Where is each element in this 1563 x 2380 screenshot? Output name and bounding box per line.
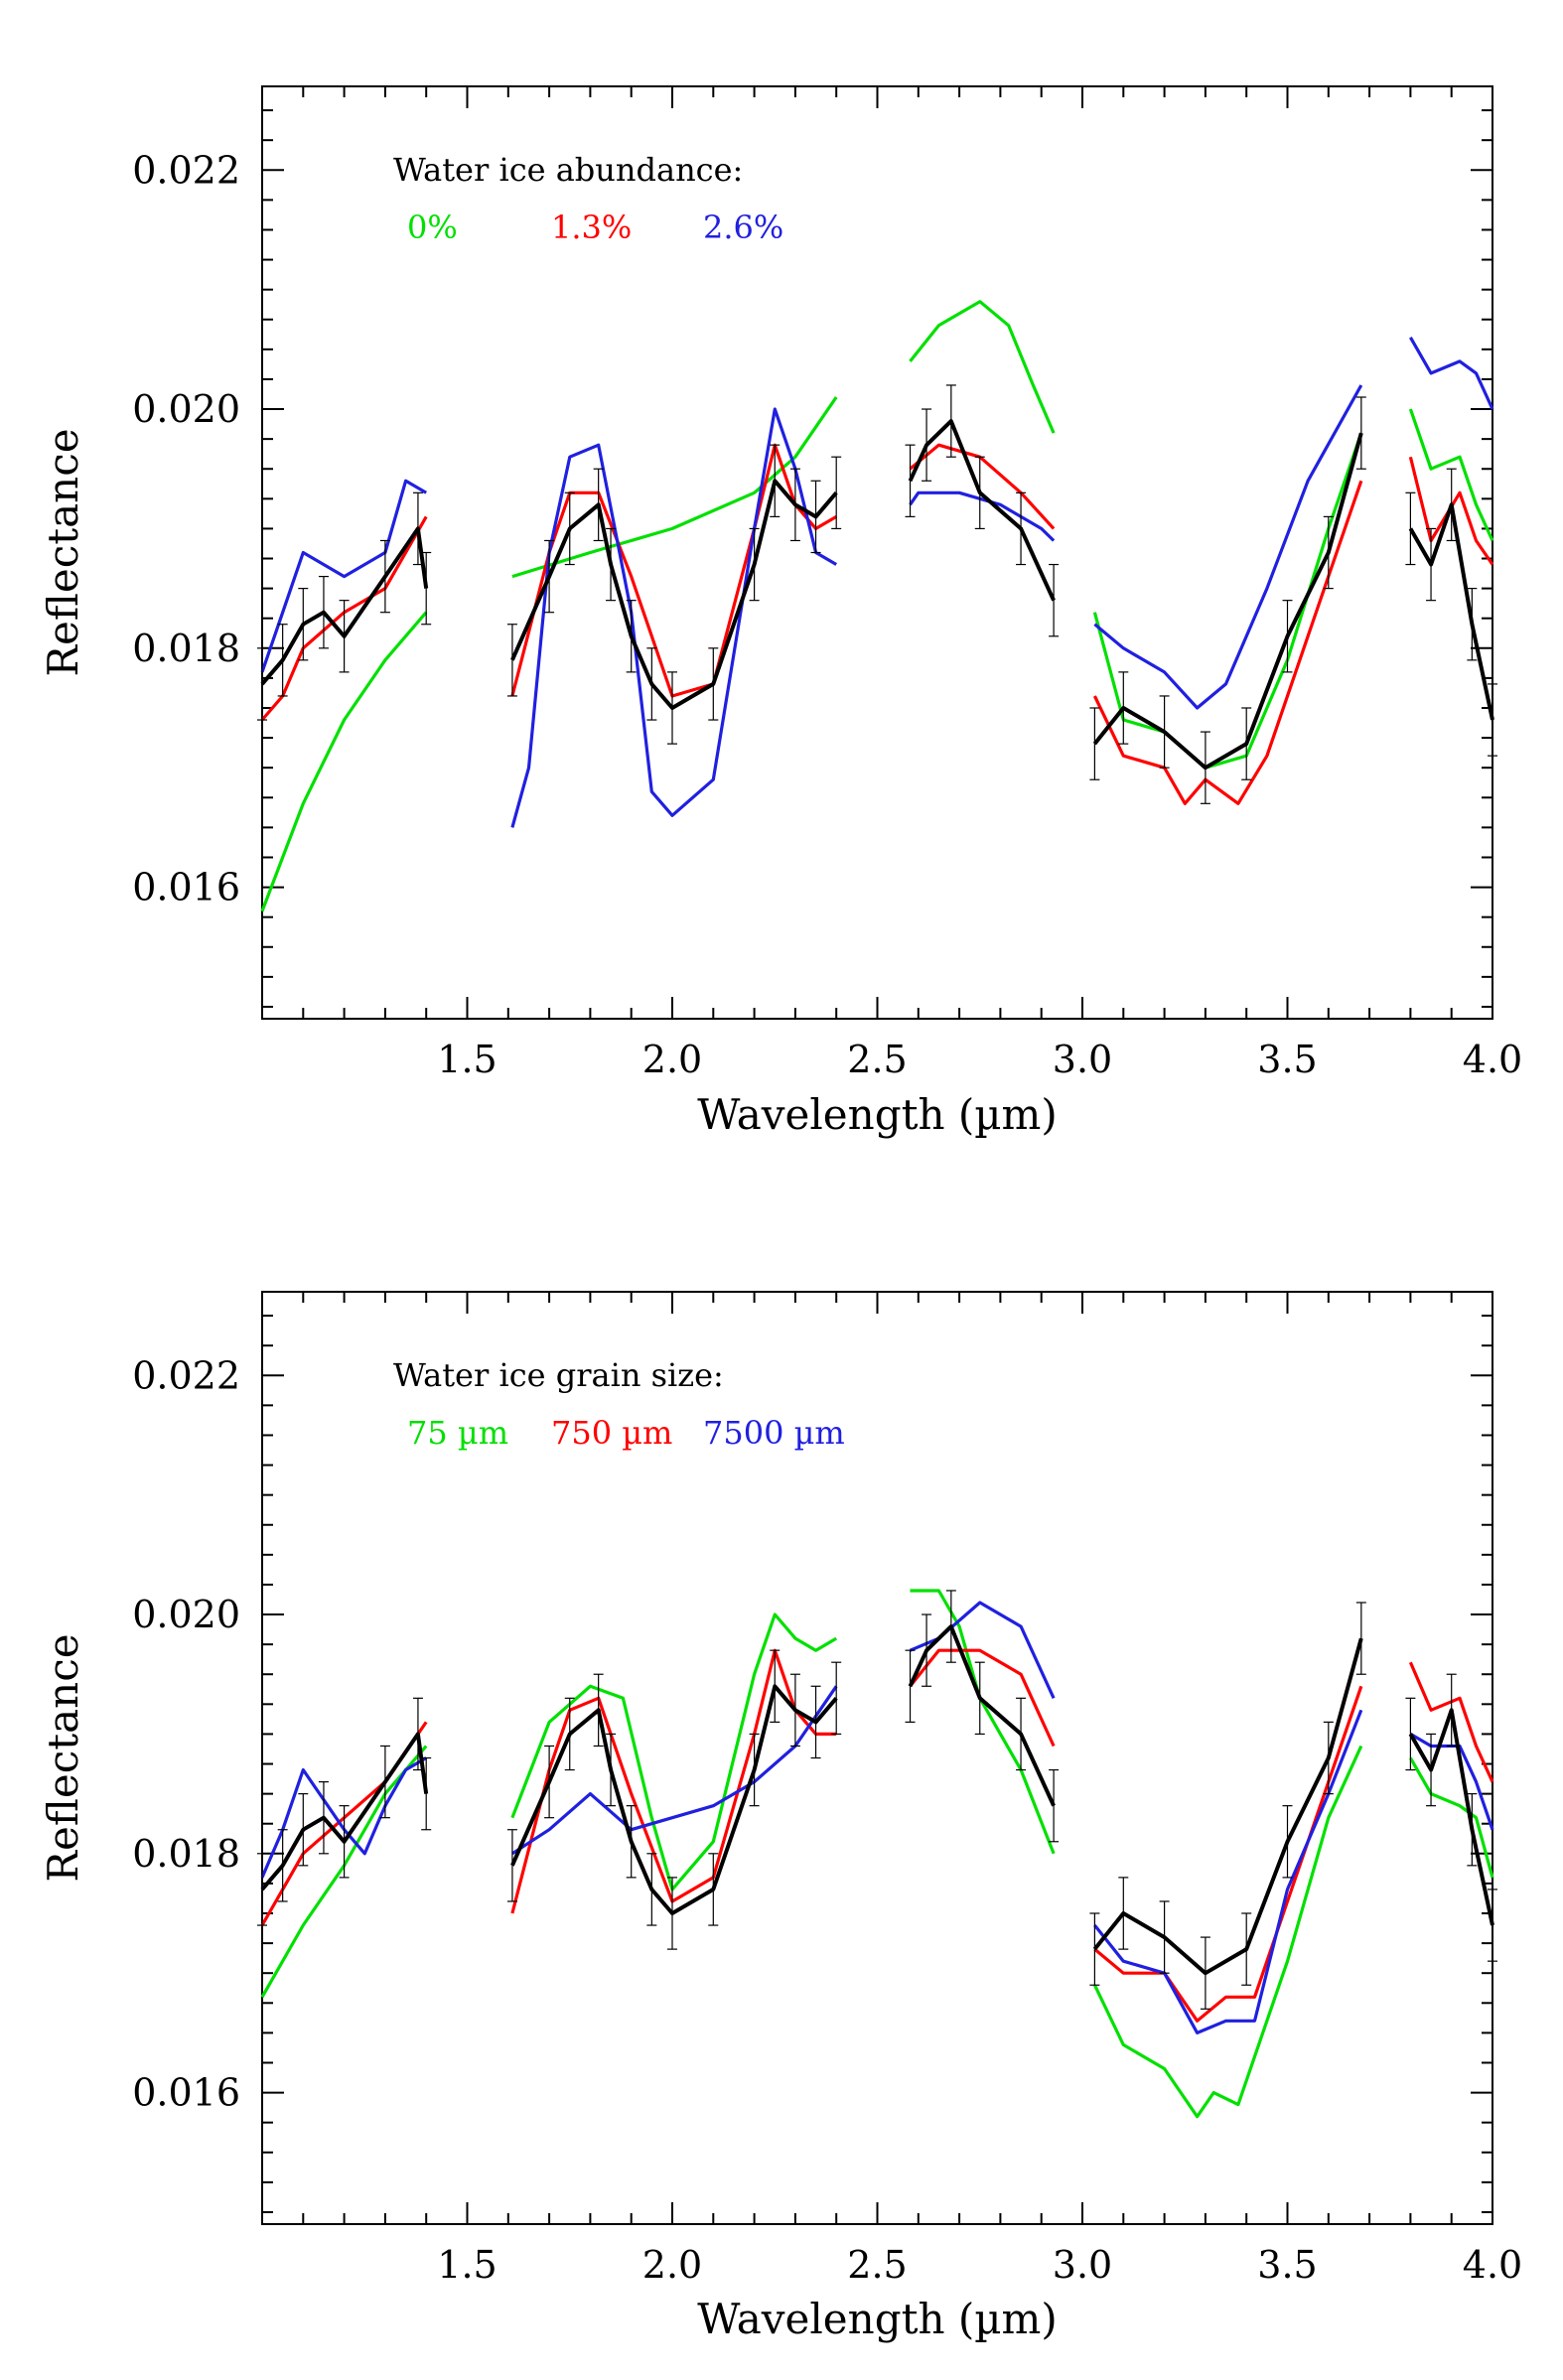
x-axis-label: Wavelength (µm) (697, 2295, 1058, 2343)
series-line (909, 300, 1056, 434)
series-line (1409, 1756, 1494, 1879)
series-line (260, 611, 428, 912)
series-1-3- (260, 443, 1494, 805)
series-line (260, 526, 429, 686)
series-2-6- (260, 337, 1494, 828)
series-line (1409, 337, 1494, 410)
legend-title: Water ice abundance: (393, 151, 743, 189)
series-line (1408, 456, 1494, 566)
series-line (510, 443, 838, 698)
series-line (1408, 408, 1494, 542)
series-line (1092, 1745, 1363, 2119)
chart-panel-1: 1.5 2.0 2.5 3.0 3.5 4.0 0.016 0.018 0.020 0.022 Wa… (39, 85, 1522, 1139)
x-tick-label: 1.5 (437, 1038, 497, 1081)
x-tick-label: 2.5 (847, 1038, 907, 1081)
x-tick-label: 2.0 (642, 1038, 702, 1081)
y-tick-label: 0.022 (132, 1353, 240, 1397)
series-line (1092, 432, 1363, 770)
x-tick-label: 3.0 (1053, 1038, 1112, 1081)
x-tick-label: 2.5 (847, 2243, 907, 2287)
series-line (909, 490, 1056, 542)
series-line (510, 1612, 838, 1891)
series-line (260, 1756, 428, 1879)
y-tick-label: 0.016 (132, 866, 240, 910)
legend-title: Water ice grain size: (393, 1356, 724, 1394)
x-tick-label: 3.0 (1053, 2243, 1112, 2287)
x-axis-label: Wavelength (µm) (697, 1090, 1058, 1139)
series-line (511, 396, 838, 579)
series-line (1093, 1709, 1363, 2034)
y-tick-label: 0.020 (132, 1593, 240, 1636)
y-tick-label: 0.020 (132, 387, 240, 431)
y-tick-label: 0.018 (132, 627, 240, 670)
series-data (257, 1590, 1497, 2010)
legend-entry: 0% (407, 209, 458, 246)
series-line (510, 479, 838, 710)
x-tick-label: 3.5 (1257, 1038, 1317, 1081)
series-750-m (260, 1648, 1494, 2023)
series-line (1408, 1661, 1494, 1783)
series-0- (260, 300, 1494, 912)
y-axis-label: Reflectance (39, 1633, 87, 1882)
series-line (1092, 1637, 1363, 1976)
series-line (1092, 432, 1363, 770)
series-line (1093, 1685, 1363, 2023)
series-line (1093, 384, 1363, 710)
series-line (510, 407, 838, 828)
x-tick-label: 3.5 (1257, 2243, 1317, 2287)
legend-entry: 1.3% (551, 209, 632, 246)
series-line (1409, 1733, 1494, 1831)
legend-entry: 75 µm (407, 1414, 508, 1452)
series-line (510, 1648, 837, 1914)
series-data (257, 384, 1497, 804)
legend-entry: 7500 µm (703, 1414, 845, 1452)
y-tick-label: 0.018 (132, 1832, 240, 1876)
series-line (908, 1624, 1056, 1807)
legend-entry: 2.6% (703, 209, 783, 246)
x-tick-label: 4.0 (1463, 1038, 1522, 1081)
chart-panel-2: 1.5 2.0 2.5 3.0 3.5 4.0 0.016 0.018 0.020 0.022 Wa… (39, 1291, 1522, 2343)
series-line (909, 1601, 1056, 1699)
y-tick-label: 0.016 (132, 2071, 240, 2115)
y-axis-label: Reflectance (39, 428, 87, 676)
series-7500-m (260, 1601, 1494, 2034)
series-line (909, 443, 1056, 530)
series-75-m (260, 1589, 1494, 2119)
series-line (510, 1684, 838, 1915)
legend-entry: 750 µm (551, 1414, 672, 1452)
series-line (511, 1685, 838, 1856)
x-tick-label: 2.0 (642, 2243, 702, 2287)
x-tick-label: 4.0 (1463, 2243, 1522, 2287)
series-line (910, 1589, 1056, 1855)
series-line (909, 1648, 1056, 1748)
series-line (908, 419, 1056, 602)
series-line (260, 479, 428, 673)
series-line (260, 1732, 429, 1891)
x-tick-label: 1.5 (437, 2243, 497, 2287)
y-tick-label: 0.022 (132, 148, 240, 192)
